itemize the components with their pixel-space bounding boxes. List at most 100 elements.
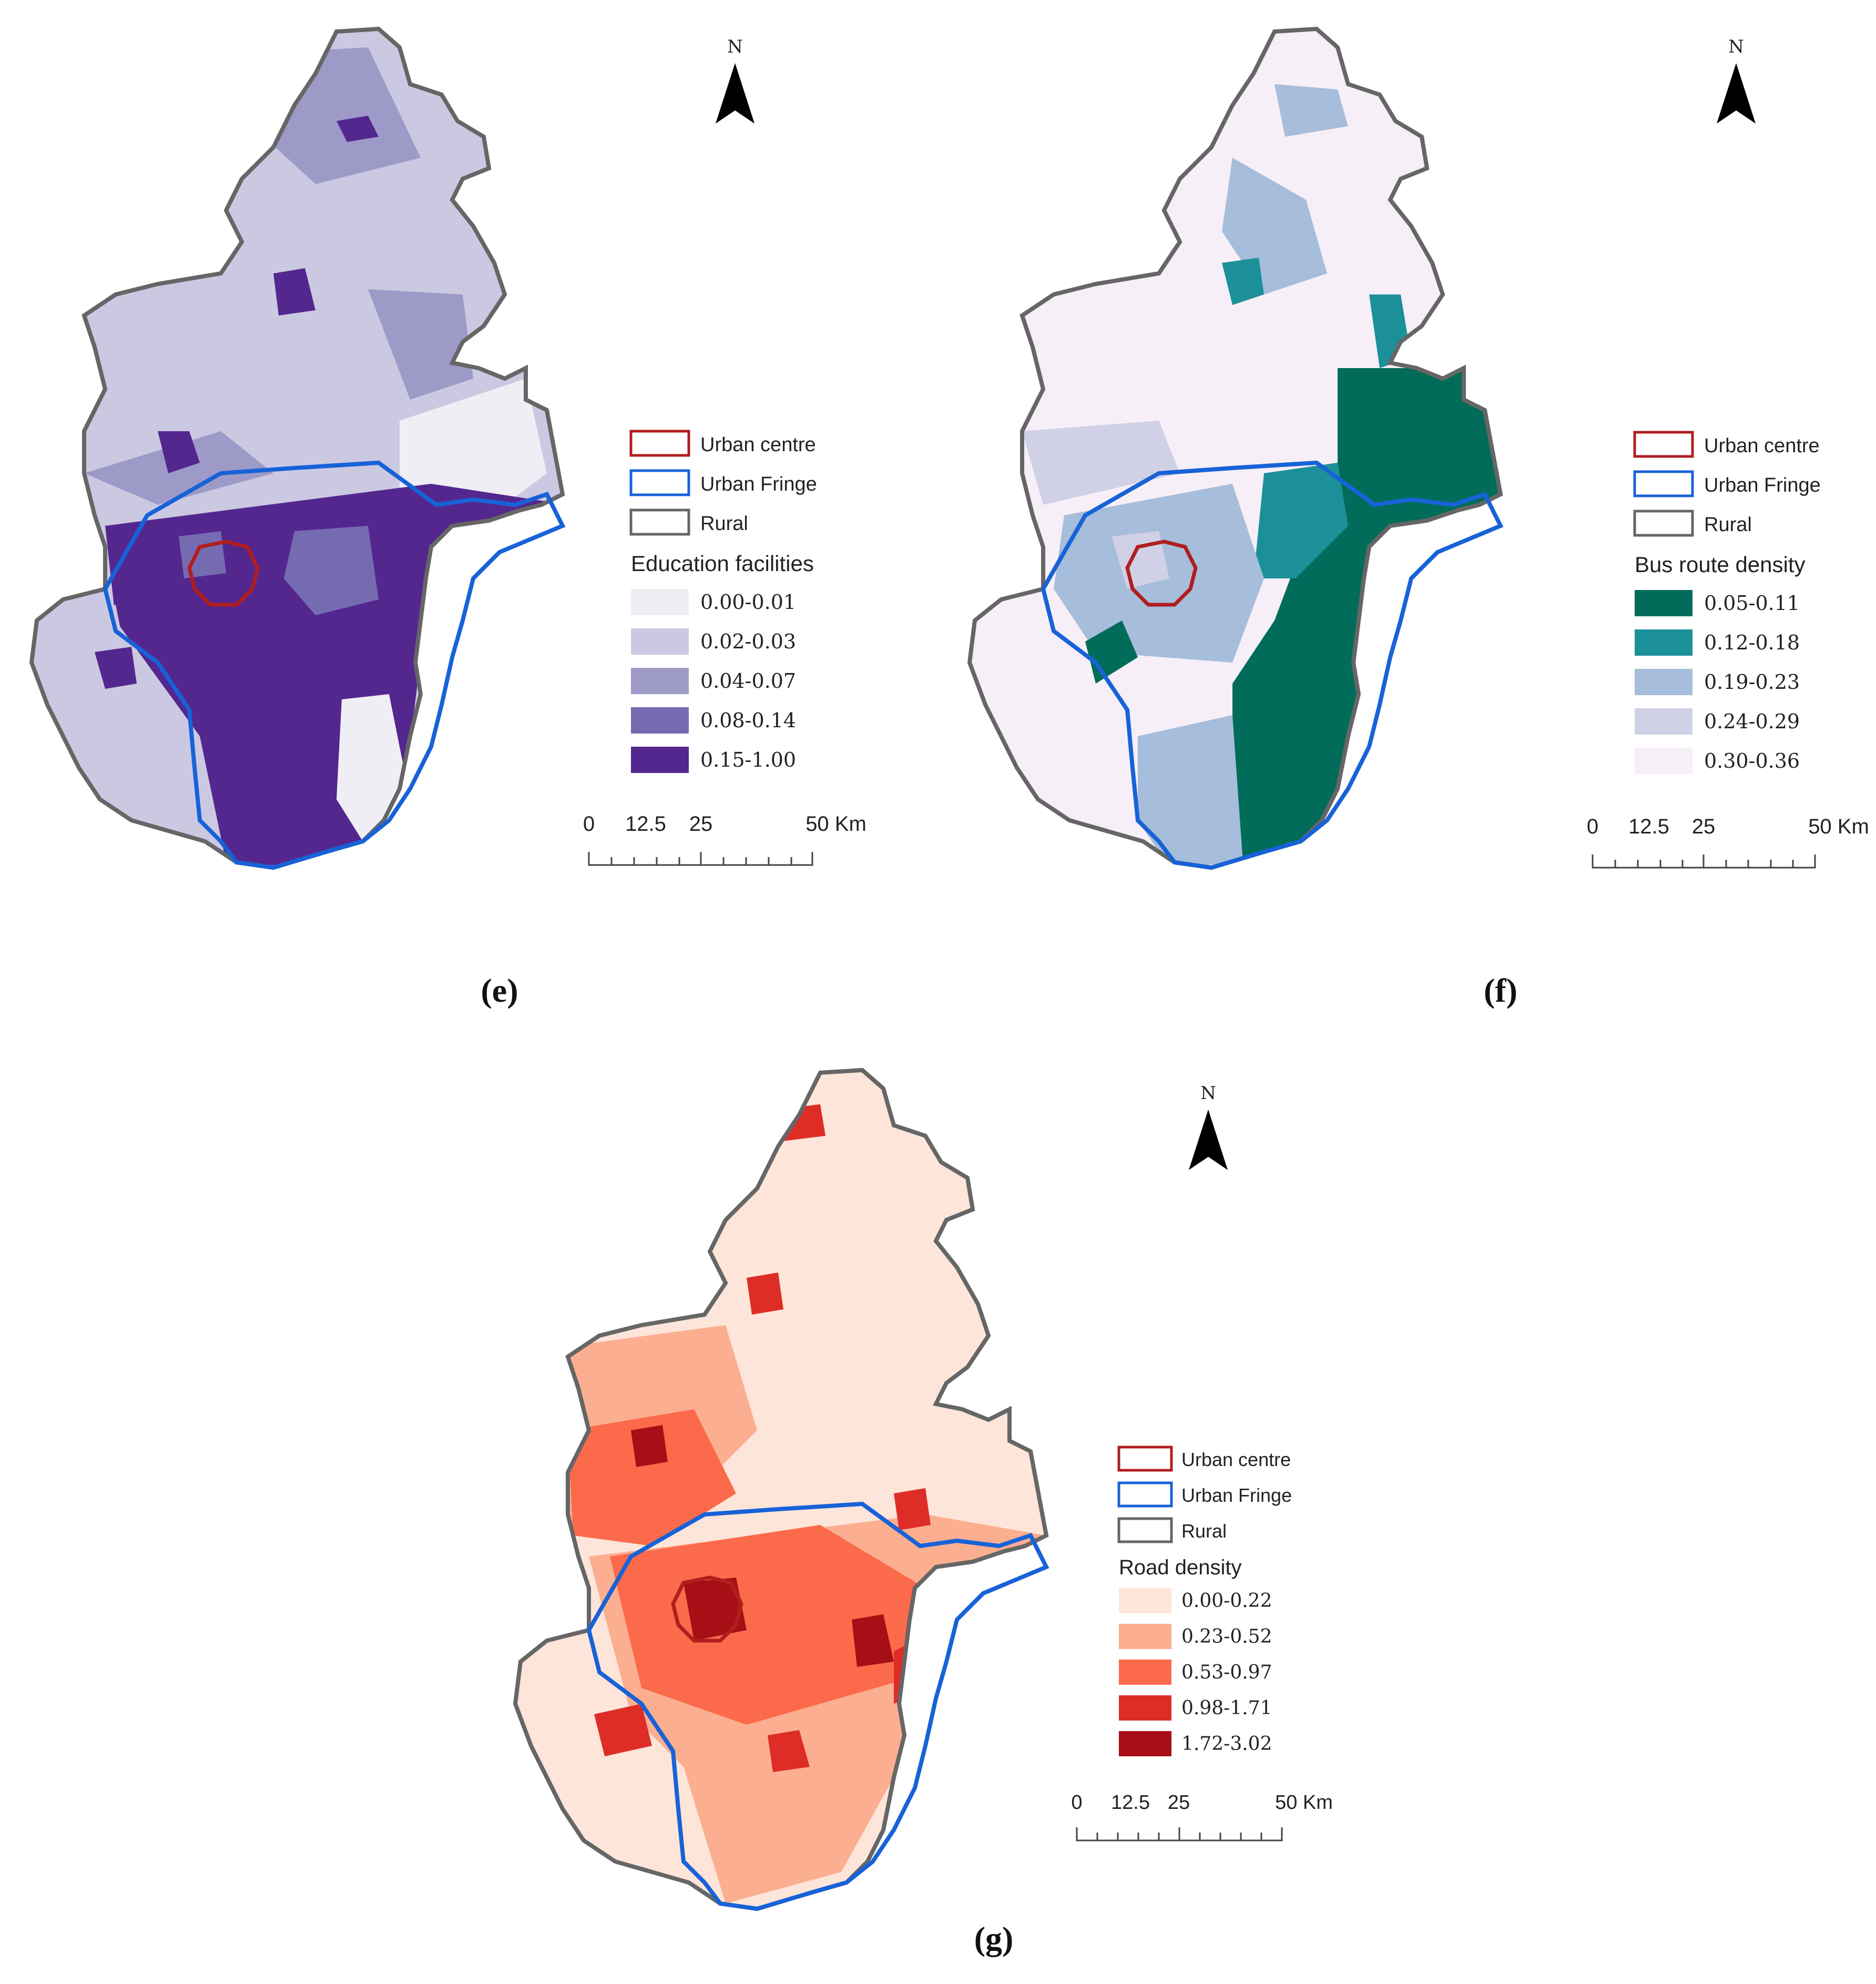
- scale-label-50-km: 50 Km: [1275, 1792, 1333, 1814]
- legend-swatch-class-5: [631, 747, 689, 773]
- region-north-spot: [1222, 258, 1264, 305]
- legend-swatch-class-2: [1119, 1624, 1171, 1649]
- map-panel-bus-route: N Urban centre Urban Fringe Rural Bus ro…: [938, 0, 1876, 1031]
- legend-bus-route: Urban centre Urban Fringe Rural Bus rout…: [1633, 431, 1821, 774]
- region-east-spot: [894, 1488, 931, 1530]
- urban-fringe-boundary: [1041, 460, 1504, 870]
- scale-label-0: 0: [583, 812, 595, 836]
- legend-swatch-class-3: [631, 668, 689, 694]
- north-arrow-icon: N: [1717, 36, 1756, 124]
- legend-label-rural: Rural: [1181, 1520, 1227, 1542]
- legend-title: Bus route density: [1635, 552, 1806, 577]
- scale-label-0: 0: [1071, 1792, 1082, 1814]
- region-north-mid: [368, 289, 473, 400]
- legend-swatch-urban-fringe: [1633, 470, 1694, 497]
- scale-label-12-5: 12.5: [1111, 1792, 1150, 1814]
- rural-boundary: [513, 1067, 1049, 1911]
- legend-swatch-class-4: [1635, 708, 1693, 735]
- legend-education: Urban centre Urban Fringe Rural Educatio…: [629, 430, 817, 773]
- legend-label-rural: Rural: [700, 513, 748, 535]
- rural-boundary: [967, 26, 1503, 870]
- legend-swatch-class-3: [1635, 669, 1693, 695]
- region-southwest-hotspot: [95, 647, 137, 689]
- legend-swatch-urban-centre: [1633, 431, 1694, 458]
- scale-bar: 0 12.5 25 50 Km: [583, 812, 866, 866]
- legend-swatch-class-2: [631, 628, 689, 655]
- legend-swatch-class-2: [1635, 629, 1693, 656]
- rural-boundary: [29, 26, 565, 870]
- scale-bar: 0 12.5 25 50 Km: [1587, 815, 1869, 869]
- legend-class-label-4: 0.08-0.14: [700, 709, 796, 732]
- legend-road-density: Urban centre Urban Fringe Rural Road den…: [1117, 1446, 1292, 1756]
- region-south-light: [1138, 715, 1243, 868]
- legend-class-label-2: 0.23-0.52: [1181, 1626, 1272, 1647]
- legend-class-label-4: 0.98-1.71: [1181, 1697, 1272, 1719]
- scale-label-12-5: 12.5: [1628, 815, 1669, 838]
- legend-class-list: 0.05-0.11 0.12-0.18 0.19-0.23 0.24-0.29 …: [1635, 590, 1800, 774]
- region-north-spot-2: [747, 1273, 783, 1315]
- legend-class-label-1: 0.00-0.01: [700, 591, 796, 614]
- north-label: N: [1200, 1083, 1216, 1104]
- north-arrow-icon: N: [1189, 1083, 1228, 1170]
- legend-class-label-1: 0.05-0.11: [1704, 592, 1800, 615]
- region-east-dark: [1232, 368, 1501, 868]
- legend-swatch-rural: [1117, 1517, 1173, 1543]
- legend-label-urban-fringe: Urban Fringe: [700, 473, 817, 495]
- region-west-light: [1022, 421, 1180, 505]
- legend-swatch-class-3: [1119, 1660, 1171, 1685]
- urban-fringe-boundary: [586, 1501, 1049, 1911]
- legend-label-urban-centre: Urban centre: [700, 434, 816, 456]
- scale-label-50-km: 50 Km: [1808, 815, 1869, 838]
- education-choropleth: [32, 29, 563, 868]
- legend-swatch-class-1: [631, 589, 689, 615]
- legend-class-label-5: 1.72-3.02: [1181, 1733, 1272, 1755]
- legend-swatch-class-5: [1635, 748, 1693, 774]
- legend-class-label-3: 0.53-0.97: [1181, 1662, 1272, 1683]
- legend-class-label-2: 0.02-0.03: [700, 630, 796, 653]
- panel-caption: (e): [481, 972, 518, 1009]
- legend-swatch-urban-fringe: [629, 469, 690, 496]
- scale-label-0: 0: [1587, 815, 1598, 838]
- legend-class-list: 0.00-0.22 0.23-0.52 0.53-0.97 0.98-1.71 …: [1119, 1588, 1272, 1756]
- legend-class-label-5: 0.15-1.00: [700, 748, 796, 771]
- scale-bar: 0 12.5 25 50 Km: [1071, 1792, 1333, 1841]
- panel-caption: (f): [1484, 972, 1517, 1009]
- urban-centre-boundary: [187, 540, 260, 607]
- urban-fringe-boundary: [103, 460, 566, 870]
- map-panel-road-density: N Urban centre Urban Fringe Rural Road d…: [0, 1031, 1876, 1984]
- map-panel-education: N Urban centre Urban Fringe Rural Educat…: [0, 0, 938, 1031]
- class-fill-0.00-0.22: [515, 1070, 1046, 1909]
- legend-swatch-rural: [629, 508, 690, 536]
- legend-swatch-class-1: [1119, 1588, 1171, 1613]
- region-centre-dark: [684, 1578, 747, 1641]
- region-east-hotspot: [852, 1614, 894, 1667]
- region-northwest-mid: [568, 1409, 736, 1546]
- legend-label-urban-fringe: Urban Fringe: [1181, 1484, 1292, 1506]
- urban-centre-boundary: [1125, 540, 1198, 607]
- region-west-hotspot: [158, 431, 200, 473]
- region-northwest-hotspot: [631, 1425, 668, 1467]
- legend-swatch-class-5: [1119, 1731, 1171, 1756]
- legend-label-urban-fringe: Urban Fringe: [1704, 474, 1821, 496]
- region-fringe-mid: [610, 1525, 925, 1725]
- legend-title: Road density: [1119, 1556, 1241, 1579]
- region-east-mid: [1253, 463, 1348, 578]
- region-north-hotspot-2: [273, 268, 315, 316]
- north-label: N: [1728, 36, 1744, 57]
- north-label: N: [727, 36, 743, 57]
- road-density-choropleth: [515, 1070, 1046, 1909]
- legend-class-label-2: 0.12-0.18: [1704, 631, 1800, 654]
- legend-swatch-class-4: [631, 707, 689, 734]
- legend-class-label-5: 0.30-0.36: [1704, 749, 1800, 772]
- region-centre-fill: [1112, 531, 1169, 589]
- scale-label-50-km: 50 Km: [806, 812, 866, 836]
- legend-swatch-urban-centre: [1117, 1446, 1173, 1472]
- scale-label-25: 25: [1168, 1792, 1190, 1814]
- legend-class-label-3: 0.19-0.23: [1704, 670, 1800, 694]
- region-southwest-spot: [594, 1704, 652, 1756]
- region-south-spot: [768, 1730, 810, 1772]
- legend-label-rural: Rural: [1704, 514, 1752, 536]
- legend-swatch-rural: [1633, 510, 1694, 537]
- legend-swatch-urban-fringe: [1117, 1481, 1173, 1508]
- scale-label-25: 25: [1692, 815, 1716, 838]
